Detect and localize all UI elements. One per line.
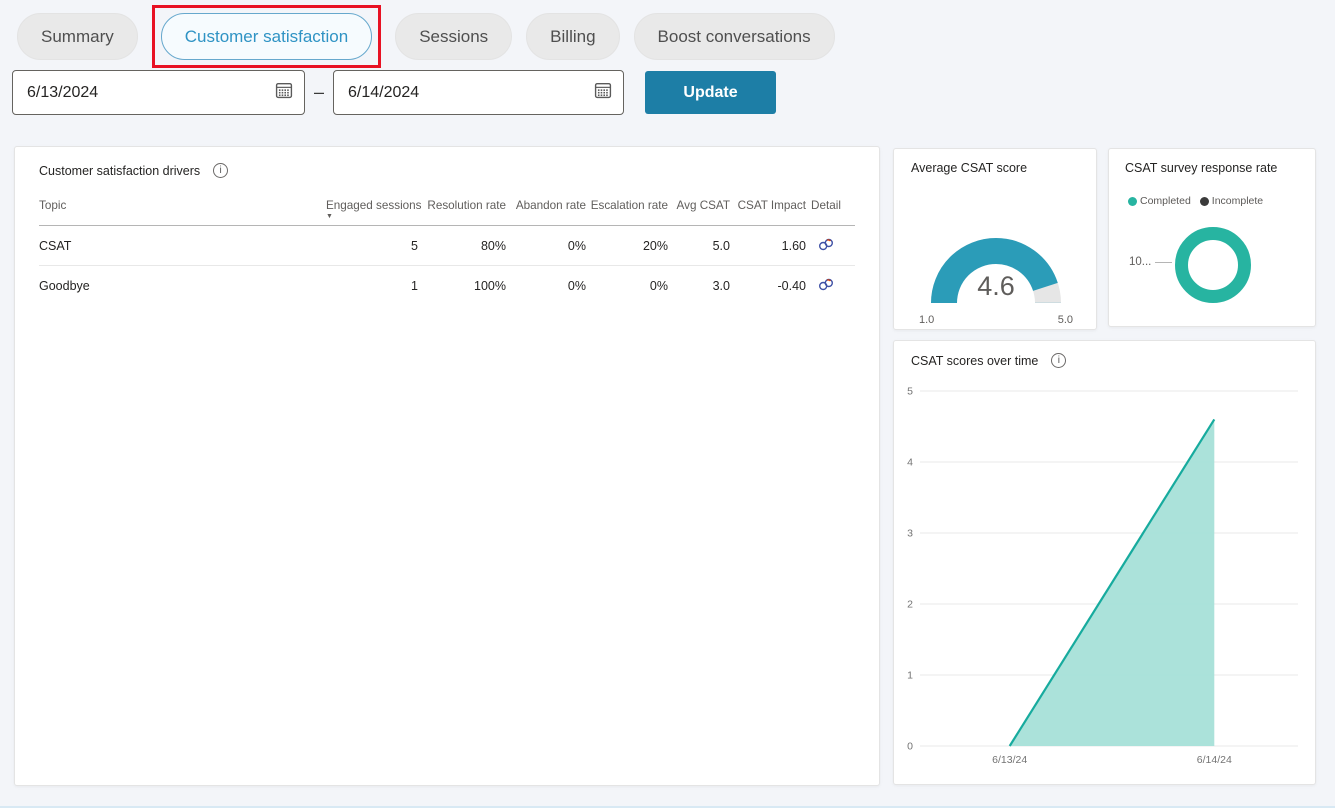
gauge-value: 4.6 — [977, 271, 1015, 301]
customer-satisfaction-drivers-card: Customer satisfaction drivers Topic Enga… — [14, 146, 880, 786]
csat-survey-response-rate-card: CSAT survey response rate Completed Inco… — [1108, 148, 1316, 327]
callout-line — [1155, 261, 1173, 263]
csat-gauge-chart[interactable]: 4.6 1.0 5.0 — [894, 173, 1098, 329]
gauge-max-label: 5.0 — [1058, 314, 1073, 326]
info-icon[interactable] — [1051, 353, 1067, 368]
tab-boost-conversations[interactable]: Boost conversations — [633, 13, 835, 60]
topic-cell: CSAT — [39, 238, 72, 253]
column-header-escalation-rate[interactable]: Escalation rate — [590, 199, 668, 212]
avg-csat-cell: 3.0 — [712, 279, 730, 293]
info-icon[interactable] — [213, 163, 229, 178]
line-chart-title: CSAT scores over time — [911, 353, 1039, 368]
table-row[interactable]: CSAT 5 80% 0% 20% 5.0 1.60 — [39, 226, 855, 266]
tab-summary[interactable]: Summary — [17, 13, 138, 60]
donut-legend: Completed Incomplete — [1128, 195, 1263, 207]
column-header-resolution-rate[interactable]: Resolution rate — [427, 199, 506, 212]
legend-label: Incomplete — [1211, 195, 1264, 207]
resolution-rate-cell: 100% — [474, 279, 506, 293]
donut-value-label: 10... — [1129, 256, 1152, 268]
legend-item-completed[interactable]: Completed — [1128, 195, 1191, 207]
csat-impact-cell: 1.60 — [781, 238, 806, 253]
annotation-highlight-box: Customer satisfaction — [151, 5, 382, 68]
calendar-icon[interactable] — [275, 81, 293, 104]
end-date-input[interactable] — [348, 83, 595, 102]
svg-text:4: 4 — [907, 457, 913, 469]
gauge-fill-arc — [931, 238, 1061, 304]
completed-legend-dot-icon — [1128, 196, 1137, 206]
date-range-row: – Update — [12, 70, 777, 115]
escalation-rate-cell: 0% — [649, 279, 668, 293]
avg-csat-cell: 5.0 — [712, 238, 730, 253]
analytics-tab-bar: Summary Customer satisfaction Sessions B… — [17, 5, 835, 68]
calendar-icon[interactable] — [594, 81, 612, 104]
svg-text:6/14/24: 6/14/24 — [1197, 754, 1232, 766]
start-date-input[interactable] — [27, 83, 275, 102]
donut-ring — [1175, 227, 1251, 303]
tab-customer-satisfaction[interactable]: Customer satisfaction — [160, 13, 373, 60]
column-header-engaged-sessions[interactable]: Engaged sessions ▼ — [326, 199, 422, 221]
legend-label: Completed — [1140, 195, 1191, 207]
gauge-card-title: Average CSAT score — [911, 161, 1028, 175]
svg-text:3: 3 — [907, 528, 913, 540]
bottom-edge — [0, 806, 1335, 808]
table-header-row: Topic Engaged sessions ▼ Resolution rate… — [39, 196, 855, 226]
column-header-topic[interactable]: Topic — [39, 199, 67, 212]
start-date-field[interactable] — [12, 70, 305, 115]
detail-link-icon[interactable] — [818, 278, 834, 294]
svg-text:0: 0 — [907, 741, 913, 753]
update-button[interactable]: Update — [645, 71, 777, 114]
engaged-sessions-cell: 1 — [411, 279, 418, 293]
csat-over-time-area-chart[interactable]: 0 1 2 3 4 5 6/13/24 6/14/24 — [894, 341, 1317, 786]
donut-data-label: 10... — [1129, 256, 1173, 268]
gauge-min-label: 1.0 — [919, 314, 934, 326]
column-header-abandon-rate[interactable]: Abandon rate — [515, 199, 586, 212]
incomplete-legend-dot-icon — [1199, 196, 1209, 206]
abandon-rate-cell: 0% — [567, 238, 586, 253]
tab-billing[interactable]: Billing — [526, 13, 620, 60]
svg-text:6/13/24: 6/13/24 — [992, 754, 1027, 766]
column-header-csat-impact[interactable]: CSAT Impact — [737, 199, 806, 212]
resolution-rate-cell: 80% — [480, 238, 506, 253]
column-header-avg-csat[interactable]: Avg CSAT — [676, 199, 730, 212]
topic-cell: Goodbye — [39, 279, 90, 293]
column-header-label: Engaged sessions — [326, 199, 422, 212]
csat-scores-over-time-card: CSAT scores over time 0 1 2 3 4 5 6/13/24 6/14/… — [893, 340, 1316, 785]
detail-link-icon[interactable] — [818, 238, 834, 254]
response-rate-donut-chart[interactable] — [1109, 211, 1317, 323]
tab-sessions[interactable]: Sessions — [395, 13, 513, 60]
column-header-detail[interactable]: Detail — [811, 199, 841, 212]
donut-card-title: CSAT survey response rate — [1125, 161, 1278, 175]
abandon-rate-cell: 0% — [567, 279, 586, 293]
sort-descending-icon: ▼ — [326, 213, 333, 220]
average-csat-score-card: Average CSAT score 4.6 1.0 5.0 — [893, 148, 1097, 330]
legend-item-incomplete[interactable]: Incomplete — [1199, 195, 1264, 207]
svg-text:1: 1 — [907, 670, 913, 682]
drivers-card-title: Customer satisfaction drivers — [39, 163, 201, 178]
svg-text:2: 2 — [907, 599, 913, 611]
csat-impact-cell: -0.40 — [777, 279, 807, 293]
table-row[interactable]: Goodbye 1 100% 0% 0% 3.0 -0.40 — [39, 266, 855, 306]
date-range-separator: – — [314, 82, 325, 102]
svg-text:5: 5 — [907, 386, 913, 398]
end-date-field[interactable] — [333, 70, 625, 115]
engaged-sessions-cell: 5 — [411, 238, 418, 253]
escalation-rate-cell: 20% — [642, 238, 668, 253]
drivers-table: Topic Engaged sessions ▼ Resolution rate… — [39, 196, 855, 306]
